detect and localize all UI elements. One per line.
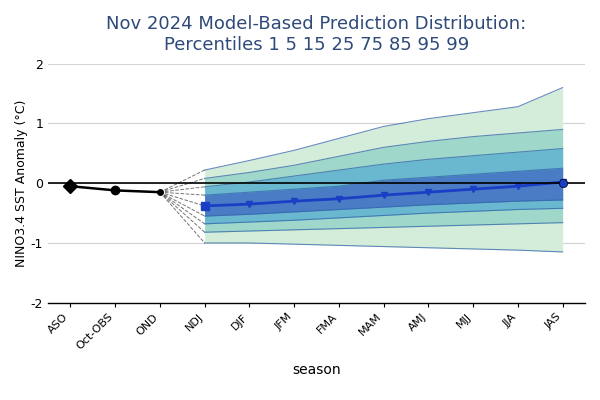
Title: Nov 2024 Model-Based Prediction Distribution:
Percentiles 1 5 15 25 75 85 95 99: Nov 2024 Model-Based Prediction Distribu…	[106, 15, 527, 54]
Y-axis label: NINO3.4 SST Anomaly (°C): NINO3.4 SST Anomaly (°C)	[15, 100, 28, 267]
X-axis label: season: season	[292, 363, 341, 377]
